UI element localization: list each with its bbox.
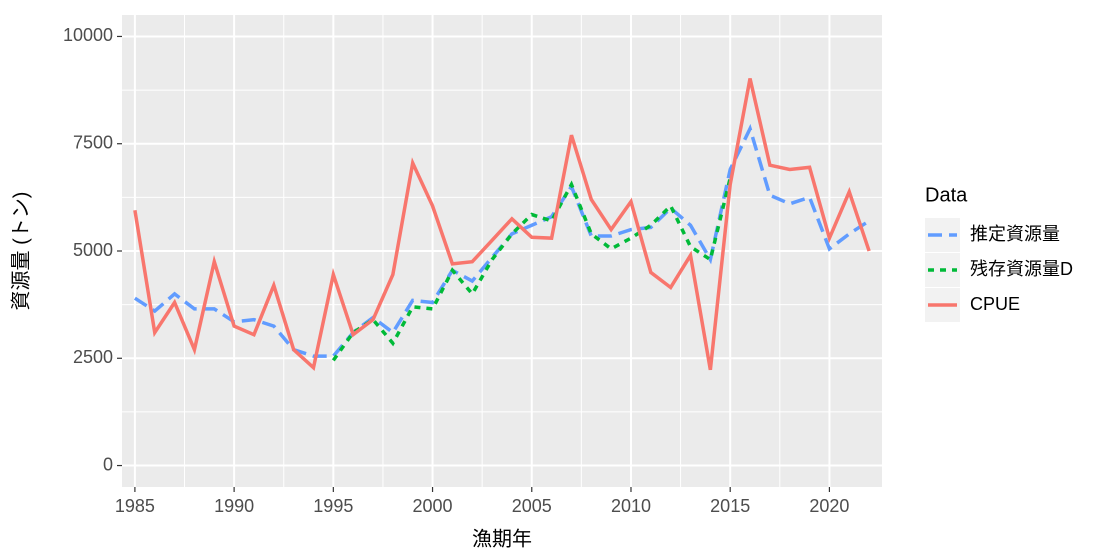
y-tick-label: 10000	[63, 25, 113, 45]
legend-title: Data	[925, 184, 968, 206]
x-tick-label: 1985	[115, 496, 155, 516]
y-axis-label: 資源量 (トン)	[9, 192, 32, 311]
x-tick-label: 2010	[611, 496, 651, 516]
legend-label: CPUE	[970, 294, 1020, 314]
series-line	[133, 78, 871, 372]
y-tick-label: 0	[103, 454, 113, 474]
x-axis-label: 漁期年	[472, 527, 532, 550]
y-tick-label: 7500	[73, 132, 113, 152]
legend-label: 残存資源量D	[970, 259, 1073, 279]
y-tick-label: 5000	[73, 240, 113, 260]
x-tick-label: 2000	[413, 496, 453, 516]
series-line	[331, 177, 732, 362]
legend-label: 推定資源量	[970, 224, 1060, 244]
x-tick-label: 2005	[512, 496, 552, 516]
x-tick-label: 2015	[710, 496, 750, 516]
x-tick-label: 2020	[809, 496, 849, 516]
y-tick-label: 2500	[73, 347, 113, 367]
x-tick-label: 1995	[313, 496, 353, 516]
x-tick-label: 1990	[214, 496, 254, 516]
